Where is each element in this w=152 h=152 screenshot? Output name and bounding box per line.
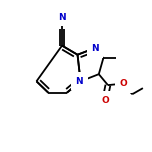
Text: O: O [101,95,109,105]
Text: N: N [58,13,66,22]
Text: N: N [76,77,83,86]
Text: N: N [91,44,99,53]
Text: O: O [119,79,127,88]
